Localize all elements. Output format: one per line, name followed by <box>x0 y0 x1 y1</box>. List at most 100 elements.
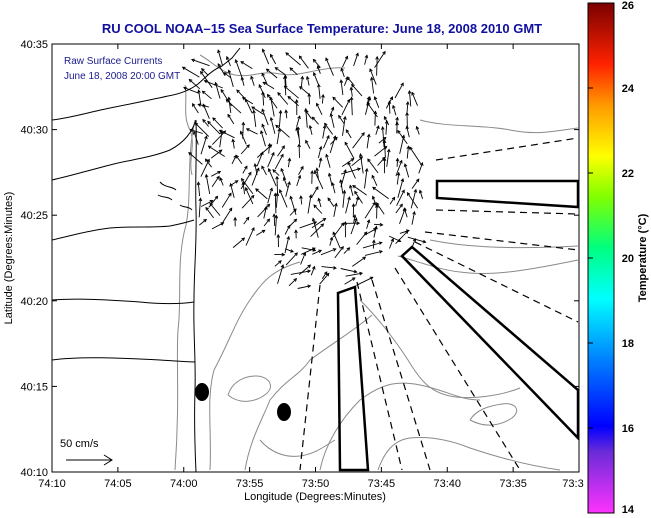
current-vector <box>297 127 301 144</box>
current-vector <box>411 238 416 249</box>
current-vector <box>205 158 212 168</box>
scale-arrow <box>66 454 113 466</box>
current-vector <box>354 191 363 204</box>
current-vector-head <box>339 179 343 183</box>
colorbar-tick-label: 16 <box>622 423 634 435</box>
current-vector-head <box>379 222 384 227</box>
current-vector <box>411 211 415 225</box>
current-vector-head <box>280 153 284 158</box>
current-vector-head <box>188 78 193 83</box>
current-vector-head <box>297 174 302 179</box>
current-vector <box>396 190 405 206</box>
current-vector-head <box>418 189 423 194</box>
current-vector-head <box>343 221 348 226</box>
current-vector <box>230 183 235 198</box>
current-vector-head <box>329 112 334 117</box>
current-vector-head <box>261 72 265 77</box>
current-vector-head <box>286 235 291 240</box>
current-vector-head <box>235 154 239 159</box>
current-vector <box>201 68 209 76</box>
current-vector <box>297 285 311 289</box>
current-vector-head <box>299 195 303 199</box>
current-vector <box>395 204 403 214</box>
current-vector-head <box>272 169 277 173</box>
current-vector <box>372 186 389 200</box>
colorbar-tick-label: 18 <box>622 338 634 350</box>
colorbar-tick-label: 20 <box>622 253 634 265</box>
current-vector-head <box>331 182 335 187</box>
current-vector-head <box>261 108 265 113</box>
current-vector-head <box>307 284 312 289</box>
current-vector-head <box>278 260 282 264</box>
colorbar: 26 24 22 20 18 16 14 Temperature (°C) <box>587 0 649 516</box>
current-vector <box>344 142 355 159</box>
current-vector-head <box>229 182 233 187</box>
current-vector-head <box>269 116 274 121</box>
current-vector <box>261 124 267 136</box>
current-vector-head <box>359 271 363 276</box>
current-vector <box>305 108 308 128</box>
current-vector-head <box>378 241 383 245</box>
current-vector-head <box>349 96 354 101</box>
current-vector-head <box>317 197 322 202</box>
current-vector-head <box>251 106 256 110</box>
current-vector <box>396 158 399 167</box>
current-vector-head <box>272 213 276 218</box>
current-vector-head <box>250 194 255 199</box>
current-vector <box>205 207 214 219</box>
current-vector-head <box>241 237 246 242</box>
current-vector <box>300 247 316 255</box>
current-vector-head <box>342 189 347 194</box>
current-vector <box>261 109 269 126</box>
current-vector-head <box>371 174 375 179</box>
current-vector <box>284 236 290 254</box>
current-vector-head <box>191 58 195 63</box>
surface-current-vectors <box>181 48 427 289</box>
current-vector <box>406 126 410 138</box>
current-vector <box>377 157 386 166</box>
shipping-channel-outlines <box>336 179 579 472</box>
current-vector <box>351 156 363 167</box>
current-vector-head <box>260 151 264 156</box>
current-vector <box>318 84 321 99</box>
current-vector <box>199 219 207 226</box>
current-vector <box>202 90 212 100</box>
current-vector <box>374 111 376 126</box>
current-vector <box>399 208 406 224</box>
y-tick-label: 40:25 <box>20 210 48 222</box>
current-vector <box>296 175 301 187</box>
current-vector-head <box>405 111 409 116</box>
current-vector <box>240 144 250 155</box>
current-vector-head <box>196 181 201 186</box>
current-vector-head <box>202 118 206 123</box>
current-vector <box>290 270 311 275</box>
current-vector-head <box>302 251 307 256</box>
current-vector-head <box>241 121 246 126</box>
current-vector-head <box>296 126 301 130</box>
current-vector-head <box>332 248 337 252</box>
current-vector-head <box>305 139 309 144</box>
current-vector-head <box>294 252 298 256</box>
current-vector <box>340 80 344 95</box>
current-vector <box>408 90 412 107</box>
current-vector <box>364 55 368 65</box>
current-vector <box>278 110 282 128</box>
current-vector-head <box>287 181 291 186</box>
current-vector-head <box>322 217 327 222</box>
current-vector <box>364 97 371 115</box>
current-vector-head <box>246 144 250 148</box>
current-vector-head <box>287 157 292 162</box>
current-vector <box>325 57 334 76</box>
current-vector-head <box>324 122 328 127</box>
current-vector-head <box>222 130 227 135</box>
current-vector <box>289 67 298 76</box>
current-vector <box>242 165 248 174</box>
current-vector-head <box>399 203 403 208</box>
current-vector-head <box>233 216 237 221</box>
current-vector <box>274 260 282 267</box>
colorbar-label: Temperature (°C) <box>637 213 649 302</box>
current-vector-head <box>382 157 387 162</box>
current-vector-head <box>406 192 411 196</box>
current-vector <box>313 204 323 214</box>
current-vector <box>290 196 297 216</box>
